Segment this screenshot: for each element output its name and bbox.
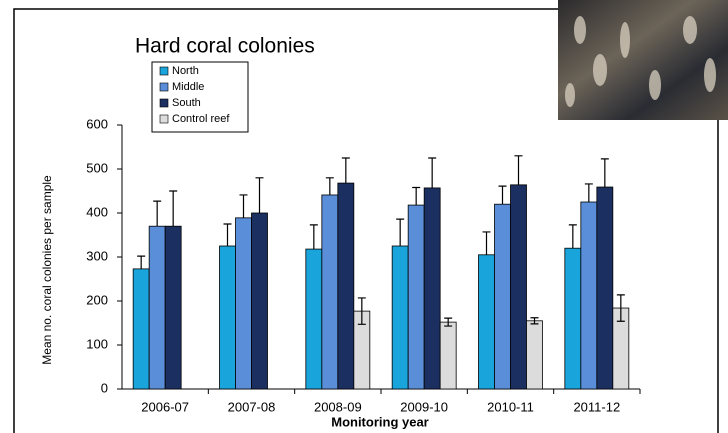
bar (526, 320, 543, 390)
y-tick-label: 500 (86, 160, 108, 175)
y-tick-label: 600 (86, 116, 108, 131)
coral-photo (558, 0, 728, 120)
legend-swatch (159, 82, 169, 92)
error-bar (239, 194, 248, 218)
y-tick-label: 0 (101, 380, 108, 395)
error-bar (255, 177, 264, 213)
legend-swatch (159, 98, 169, 108)
bar (235, 217, 252, 390)
bar (391, 245, 409, 390)
error-bar (584, 183, 593, 202)
bar (596, 186, 614, 390)
legend-swatch (159, 66, 169, 76)
y-tick-label: 400 (86, 204, 108, 219)
bar (305, 248, 323, 390)
bar (510, 184, 527, 390)
error-bar (600, 158, 609, 188)
bar (321, 194, 339, 390)
bar (251, 212, 268, 390)
bar (423, 187, 441, 390)
error-bar (530, 317, 539, 325)
error-bar (482, 231, 491, 255)
bar (132, 268, 150, 390)
error-bar (153, 200, 162, 227)
bar (219, 245, 236, 390)
error-bar (341, 157, 350, 184)
y-tick-label: 200 (86, 292, 108, 307)
y-tick-label: 300 (86, 248, 108, 263)
error-bar (514, 155, 523, 185)
bar (564, 247, 582, 390)
bar (148, 225, 166, 390)
legend-swatch (159, 114, 169, 124)
legend-label: North (172, 65, 199, 77)
x-tick-label: 2011-12 (573, 399, 620, 414)
bar (407, 204, 425, 390)
bar (580, 201, 598, 390)
error-bar (568, 224, 577, 249)
chart-title: Hard coral colonies (135, 35, 315, 58)
x-tick-label: 2010-11 (487, 399, 534, 414)
legend-label: South (172, 97, 201, 109)
coral-photo-detail (565, 16, 716, 107)
x-tick-label: 2008-09 (314, 399, 362, 414)
bar (164, 225, 182, 390)
bar (439, 321, 457, 390)
error-bar (498, 185, 507, 205)
x-tick-label: 2009-10 (400, 399, 448, 414)
error-bar (169, 190, 178, 227)
bar (494, 203, 511, 390)
x-axis-label: Monitoring year (331, 414, 429, 429)
error-bar (396, 218, 405, 246)
error-bar (444, 317, 453, 327)
legend-label: Control reef (172, 113, 230, 125)
error-bar (357, 297, 366, 325)
x-tick-label: 2006-07 (141, 399, 189, 414)
slide-frame (13, 8, 719, 433)
y-axis-label: Mean no. coral colonies per sample (40, 175, 54, 365)
legend-label: Middle (172, 81, 204, 93)
error-bar (223, 223, 232, 246)
error-bar (137, 255, 146, 269)
error-bar (309, 224, 318, 250)
error-bar (616, 294, 625, 322)
error-bar (325, 177, 334, 195)
bar (478, 254, 495, 390)
bar (337, 182, 355, 390)
y-tick-label: 100 (86, 336, 108, 351)
error-bar (412, 186, 421, 206)
error-bar (428, 157, 437, 188)
x-tick-label: 2007-08 (228, 399, 276, 414)
